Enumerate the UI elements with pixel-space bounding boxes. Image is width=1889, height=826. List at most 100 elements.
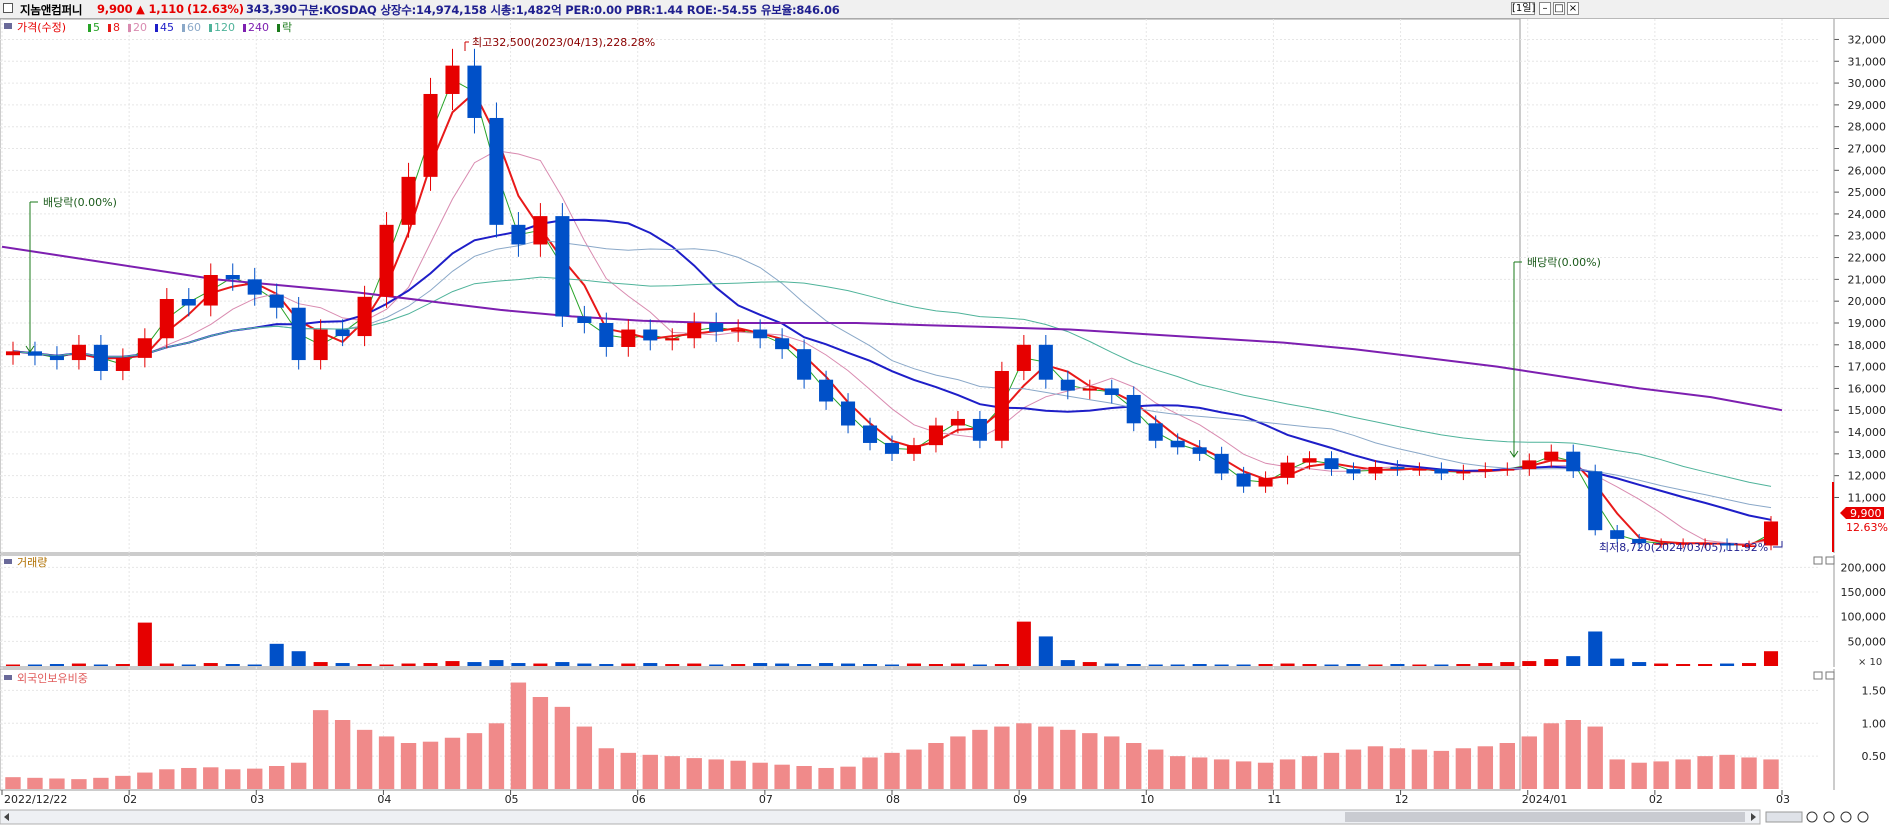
volume-bar bbox=[401, 663, 416, 666]
candle-body bbox=[1104, 388, 1119, 395]
restore-icon[interactable]: □ bbox=[1553, 2, 1565, 15]
foreign-holding-bar bbox=[1279, 759, 1296, 789]
close-icon[interactable]: × bbox=[1567, 2, 1579, 15]
candle-body bbox=[357, 296, 372, 337]
foreign-holding-bar bbox=[1719, 754, 1735, 789]
foreign-holding-bar bbox=[71, 779, 87, 789]
foreign-holding-bar bbox=[928, 743, 944, 789]
select-checkbox[interactable] bbox=[3, 3, 13, 13]
volume-bar bbox=[819, 663, 834, 666]
foreign-holding-bar bbox=[5, 777, 21, 789]
price-change-percent: (12.63%) bbox=[187, 2, 244, 16]
volume-bar bbox=[709, 664, 724, 666]
volume-panel-toggle-icon[interactable] bbox=[4, 559, 12, 564]
date-tick-label: 11 bbox=[1267, 793, 1281, 806]
foreign-holding-bar bbox=[1697, 756, 1713, 789]
scroll-left-icon[interactable] bbox=[4, 813, 9, 821]
volume-unit-label: × 10 bbox=[1858, 657, 1882, 668]
zoom-out-icon[interactable] bbox=[1806, 811, 1818, 823]
foreign-holding-bar bbox=[532, 697, 549, 789]
zoom-reset-icon[interactable] bbox=[1823, 811, 1835, 823]
minimize-icon[interactable]: – bbox=[1539, 2, 1551, 15]
zoom-fit-icon[interactable] bbox=[1857, 811, 1869, 823]
candle-body bbox=[555, 216, 570, 317]
legend-rak-label: 락 bbox=[282, 21, 292, 34]
volume-axis: 200,000 150,000 100,000 50,000 bbox=[1833, 555, 1887, 667]
stock-info: 구분:KOSDAQ 상장수:14,974,158 시총:1,482억 PER:0… bbox=[298, 3, 840, 17]
volume-bar bbox=[1214, 664, 1229, 666]
foreign-holding-bar bbox=[488, 723, 505, 789]
candle-body bbox=[1236, 473, 1251, 487]
volume-bar bbox=[972, 664, 987, 666]
candle-body bbox=[93, 344, 108, 371]
legend-price: 가격(수정) bbox=[17, 21, 66, 34]
price-range-marker bbox=[1832, 482, 1834, 552]
date-tick-label: 2022/12/22 bbox=[4, 793, 67, 806]
foreign-holding-bar bbox=[1213, 759, 1230, 789]
foreign-holding-bar bbox=[1609, 759, 1625, 789]
foreign-panel-toggle-icon[interactable] bbox=[4, 675, 12, 680]
foreign-holding-bar bbox=[620, 752, 636, 789]
legend-ma-swatch bbox=[209, 24, 212, 32]
price-tick-label: 26,000 bbox=[1848, 164, 1887, 177]
candle-body bbox=[1038, 344, 1053, 380]
legend-ma-label: 120 bbox=[214, 21, 235, 34]
volume-bar bbox=[203, 663, 218, 666]
foreign-holding-bar bbox=[642, 754, 658, 789]
foreign-holding-bar bbox=[862, 757, 878, 789]
volume-bar bbox=[1676, 664, 1691, 666]
panel-controls[interactable] bbox=[1813, 556, 1835, 680]
legend-toggle-icon[interactable] bbox=[4, 23, 12, 29]
price-tick-label: 15,000 bbox=[1848, 404, 1887, 417]
period-button[interactable]: [1일] bbox=[1511, 2, 1536, 15]
volume-bar bbox=[1763, 651, 1779, 666]
volume-bar bbox=[1632, 662, 1647, 666]
foreign-holding-bar bbox=[774, 764, 790, 789]
scrollbar-thumb[interactable] bbox=[1345, 812, 1745, 822]
candle-body bbox=[225, 275, 240, 280]
candle-body bbox=[577, 316, 592, 323]
foreign-holding-bar bbox=[1323, 752, 1340, 789]
volume-bar bbox=[731, 664, 746, 666]
zoom-slider[interactable] bbox=[1765, 811, 1803, 823]
candle-body bbox=[906, 445, 922, 454]
date-tick-label: 10 bbox=[1140, 793, 1154, 806]
price-tick-label: 25,000 bbox=[1848, 186, 1887, 199]
volume-bar bbox=[906, 663, 922, 666]
volume-bar bbox=[423, 663, 438, 666]
candle-body bbox=[379, 224, 394, 297]
volume-bar bbox=[93, 664, 108, 666]
volume-bar bbox=[1588, 631, 1603, 666]
candle-body bbox=[269, 294, 284, 308]
candle-body bbox=[511, 224, 526, 245]
candlestick-series bbox=[5, 48, 1779, 551]
volume-bar bbox=[862, 664, 878, 666]
volume-bar bbox=[159, 663, 174, 666]
candle-body bbox=[1390, 466, 1405, 470]
candle-body bbox=[1170, 440, 1185, 448]
zoom-in-icon[interactable] bbox=[1840, 811, 1852, 823]
grid-lines bbox=[0, 19, 1820, 790]
volume-bar bbox=[225, 664, 240, 666]
volume-bar bbox=[27, 664, 42, 666]
foreign-holding-bar bbox=[950, 736, 966, 789]
candle-body bbox=[489, 117, 504, 225]
candle-body bbox=[71, 344, 86, 361]
volume-bar bbox=[1126, 664, 1141, 666]
volume-bar bbox=[467, 662, 482, 666]
foreign-holding-bar bbox=[247, 768, 263, 789]
volume-bar bbox=[1500, 662, 1515, 666]
volume-tick-label: 200,000 bbox=[1841, 561, 1887, 574]
volume-tick-label: 150,000 bbox=[1841, 586, 1887, 599]
price-axis: 32,000 31,000 30,000 29,000 28,000 27,000 26,0… bbox=[1833, 19, 1887, 553]
candle-body bbox=[1588, 471, 1603, 531]
svg-text:9,900: 9,900 bbox=[1850, 507, 1882, 520]
volume-bar bbox=[1610, 658, 1625, 666]
candle-body bbox=[928, 425, 943, 446]
scroll-right-icon[interactable] bbox=[1751, 813, 1756, 821]
candle-body bbox=[1192, 447, 1207, 454]
foreign-holding-bar bbox=[1345, 749, 1362, 789]
horizontal-scrollbar[interactable] bbox=[0, 809, 1869, 825]
legend: 가격(수정) 5 8 20 45 60 120 240 락 bbox=[4, 21, 292, 34]
